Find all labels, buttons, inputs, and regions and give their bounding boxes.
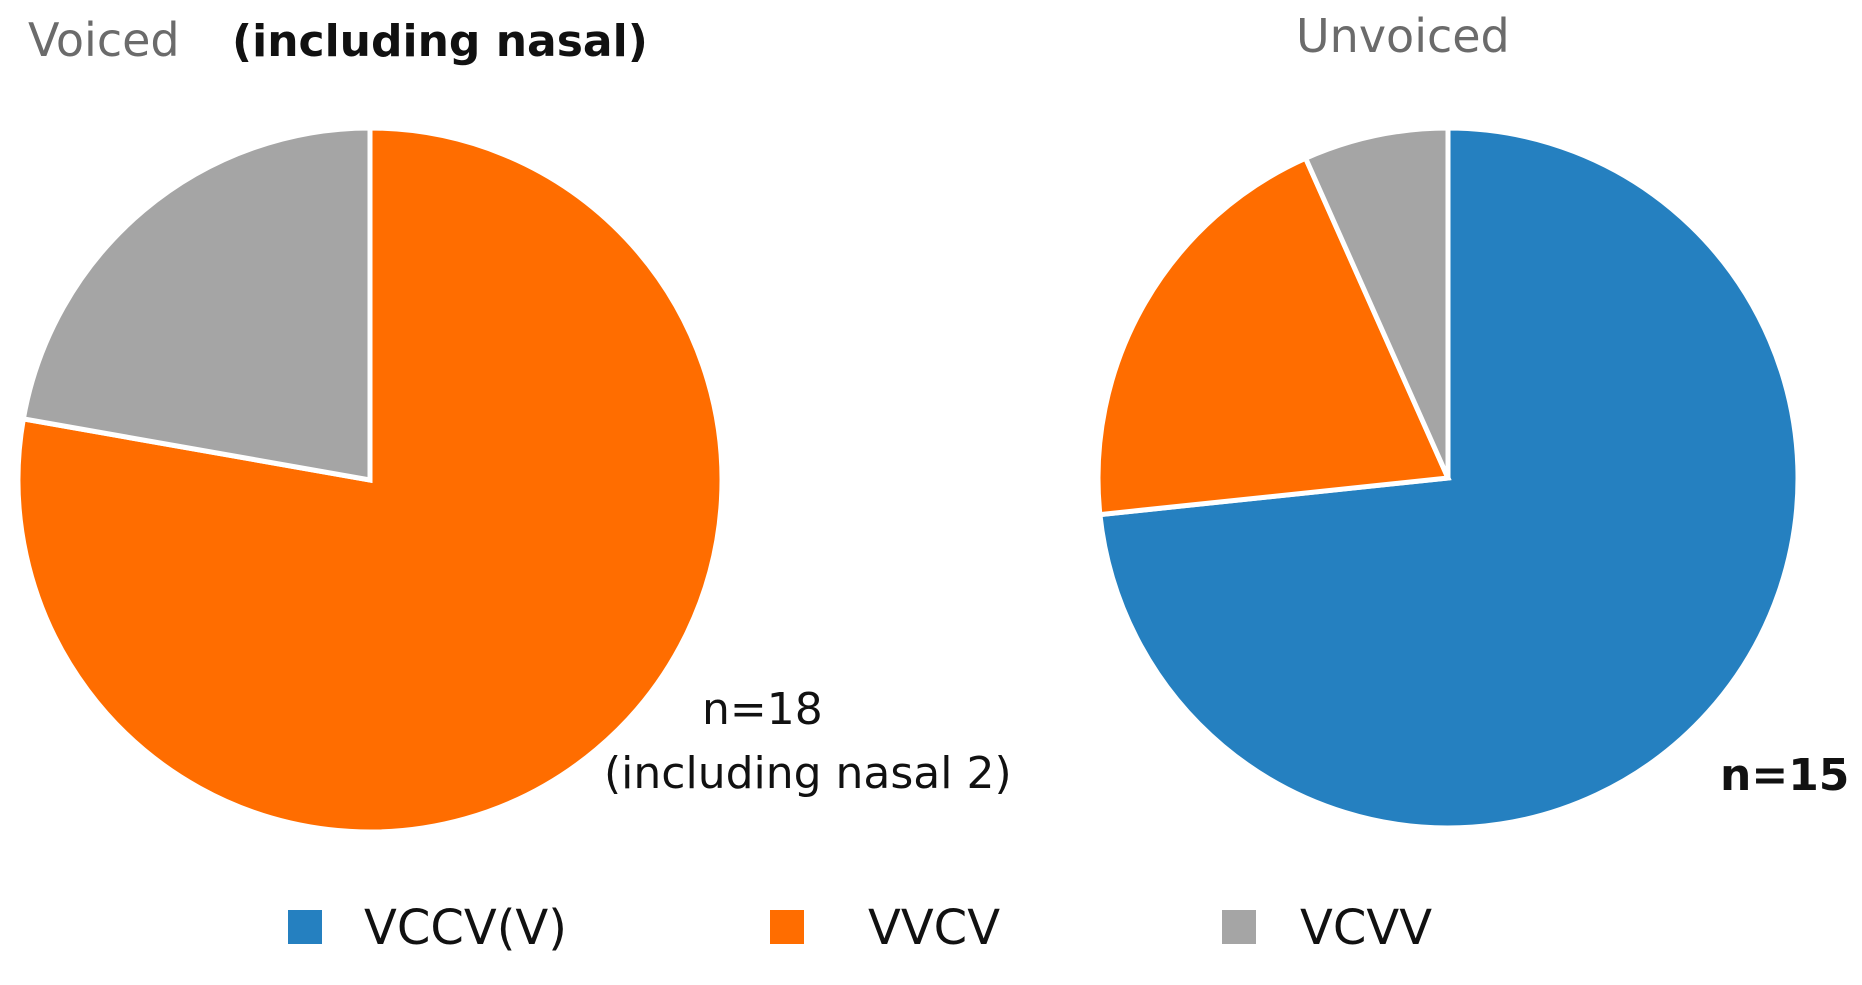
pie-slice-vcvv bbox=[20, 125, 373, 483]
unvoiced-chart-title: Unvoiced bbox=[1296, 9, 1510, 63]
legend-swatch-vccvv bbox=[288, 910, 322, 944]
chart-legend: VCCV(V) VVCV VCVV bbox=[288, 900, 1432, 956]
legend-label-vvcv: VVCV bbox=[868, 900, 1000, 956]
legend-label-vccvv: VCCV(V) bbox=[364, 900, 567, 956]
pie-slice-vcvv bbox=[1302, 125, 1451, 480]
unvoiced-pie-chart: Unvoiced n=15 bbox=[1095, 9, 1849, 831]
voiced-count-annotation: n=18 bbox=[702, 684, 823, 735]
voiced-pie-chart: Voiced (including nasal) n=18 (including… bbox=[15, 13, 1012, 835]
voiced-nasal-annotation: (including nasal 2) bbox=[604, 748, 1012, 799]
legend-entry-vcvv: VCVV bbox=[1222, 900, 1432, 956]
legend-entry-vccvv: VCCV(V) bbox=[288, 900, 567, 956]
legend-swatch-vvcv bbox=[770, 910, 804, 944]
unvoiced-count-annotation: n=15 bbox=[1720, 750, 1849, 801]
pie-slice-vvcv bbox=[15, 125, 725, 835]
unvoiced-pie-slices bbox=[1095, 125, 1801, 831]
voiced-chart-subtitle: (including nasal) bbox=[232, 16, 648, 67]
pie-slice-vvcv bbox=[1095, 154, 1452, 518]
legend-swatch-vcvv bbox=[1222, 910, 1256, 944]
voiced-chart-title: Voiced bbox=[28, 13, 180, 67]
legend-label-vcvv: VCVV bbox=[1300, 900, 1432, 956]
voiced-pie-slices bbox=[15, 125, 725, 835]
legend-entry-vvcv: VVCV bbox=[770, 900, 1000, 956]
